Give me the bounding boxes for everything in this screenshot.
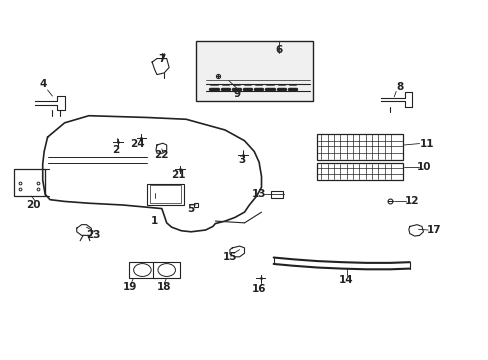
Text: 22: 22	[154, 150, 169, 160]
Text: 16: 16	[251, 284, 266, 294]
Text: 12: 12	[404, 197, 419, 206]
Bar	[149, 185, 181, 203]
Bar	[128, 262, 155, 278]
Bar	[317, 134, 402, 160]
Bar	[317, 163, 402, 180]
Text: 9: 9	[233, 89, 240, 99]
Text: 23: 23	[86, 230, 101, 240]
Text: 21: 21	[171, 170, 186, 180]
Text: 1: 1	[151, 216, 158, 226]
Text: 15: 15	[222, 252, 237, 262]
Bar	[14, 169, 45, 196]
Text: 6: 6	[274, 45, 282, 55]
Text: 7: 7	[158, 54, 165, 64]
Text: 5: 5	[187, 203, 194, 213]
Text: 10: 10	[416, 162, 431, 172]
Text: 17: 17	[426, 225, 441, 235]
Text: 14: 14	[339, 275, 353, 285]
Text: 19: 19	[123, 282, 137, 292]
Bar	[153, 262, 180, 278]
Bar	[196, 41, 312, 102]
Text: 24: 24	[130, 139, 144, 149]
Text: 8: 8	[396, 82, 403, 92]
Text: 13: 13	[251, 189, 266, 199]
Text: 3: 3	[238, 156, 245, 165]
Text: 11: 11	[419, 139, 433, 149]
Text: 2: 2	[112, 145, 119, 155]
Bar	[271, 191, 283, 198]
Text: 20: 20	[26, 200, 40, 210]
Bar	[147, 184, 183, 205]
Text: 18: 18	[157, 282, 171, 292]
Text: 4: 4	[39, 78, 46, 89]
